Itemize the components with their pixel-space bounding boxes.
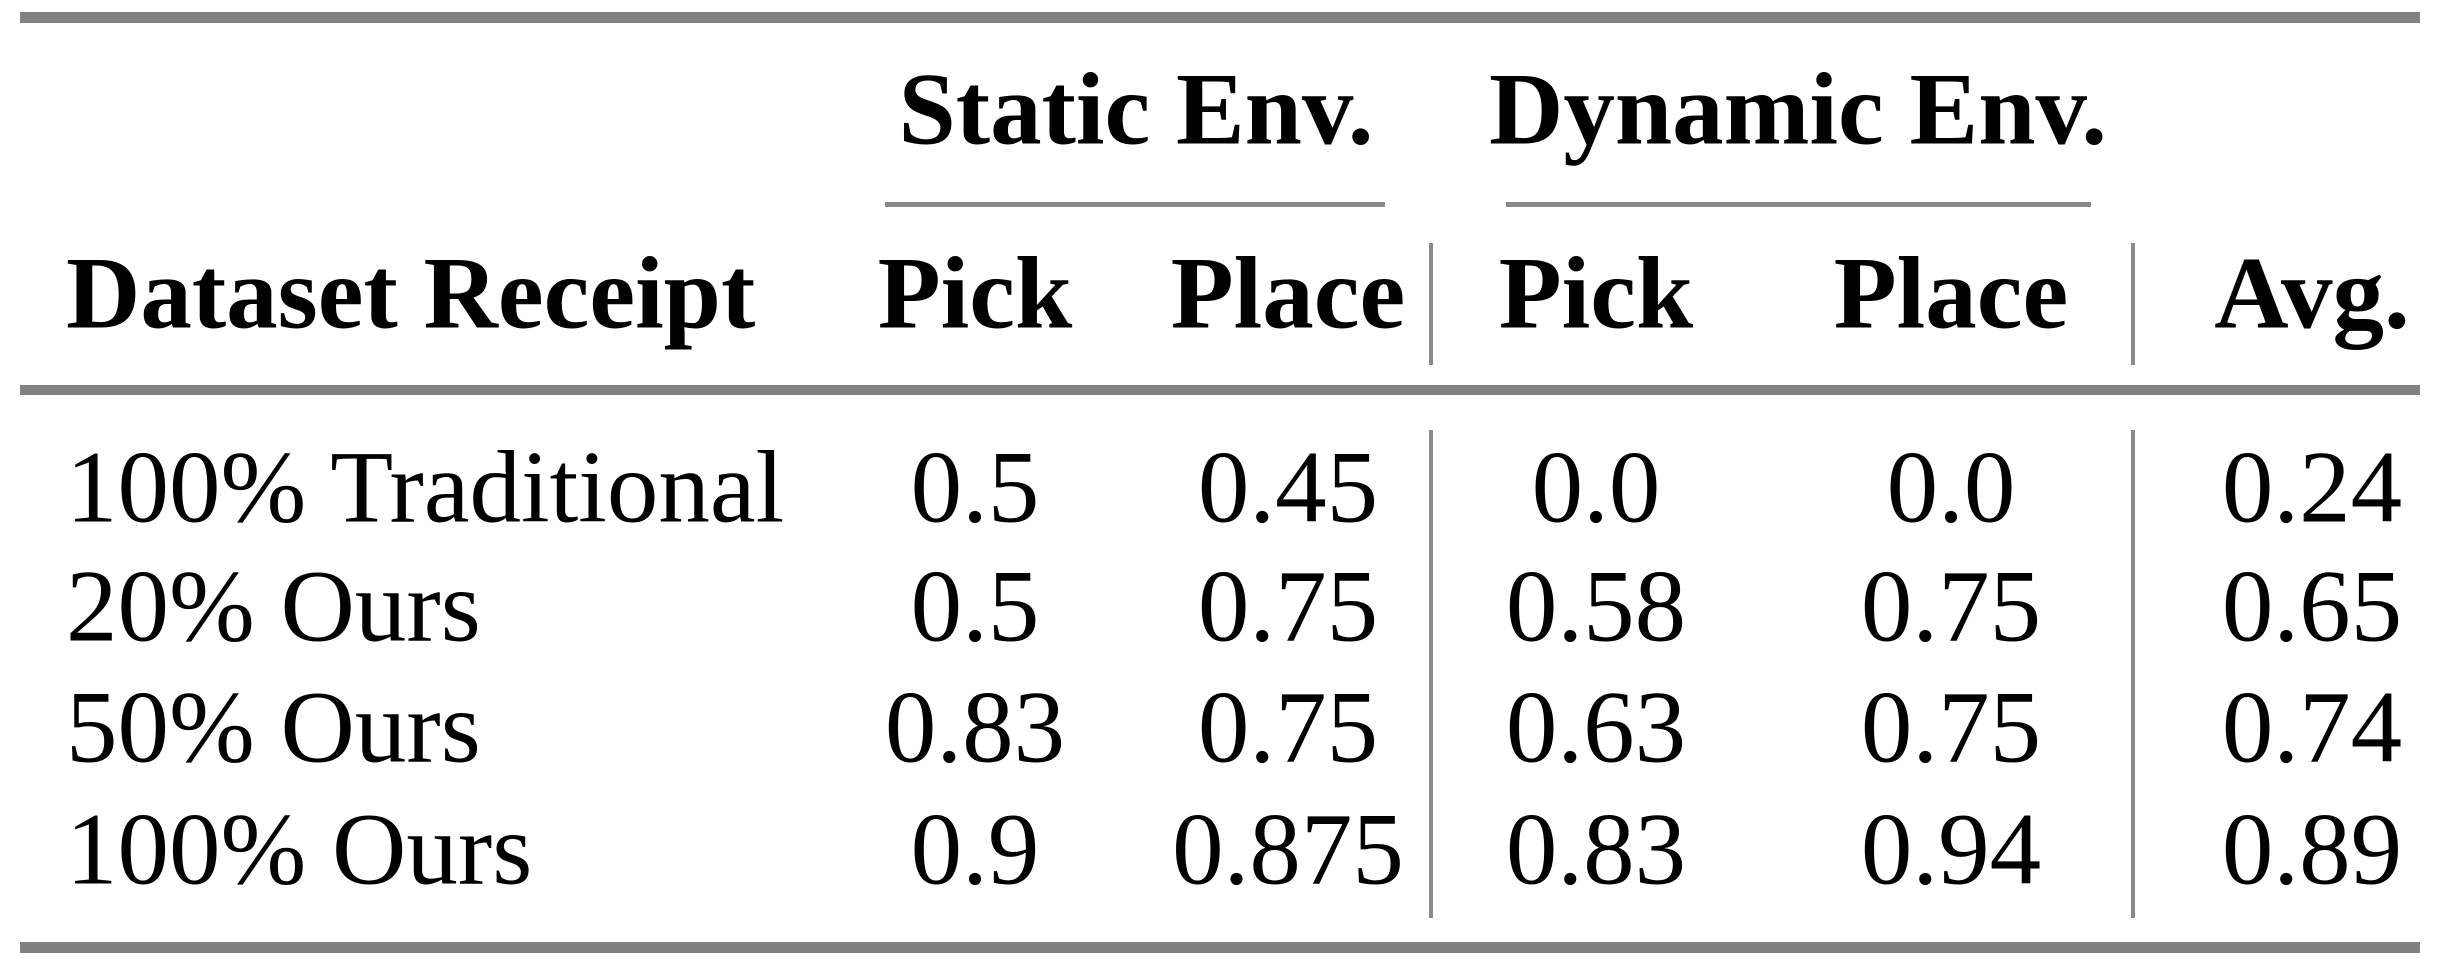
row-label-20-ours: 20% Ours — [66, 549, 481, 664]
cell-value: 0.74 — [2221, 670, 2403, 785]
cell-value: 0.75 — [1860, 670, 2042, 785]
column-header-static-place: Place — [1170, 236, 1406, 351]
cell-value: 0.45 — [1197, 430, 1379, 545]
column-header-static-pick: Pick — [877, 236, 1073, 351]
cell-value: 0.75 — [1197, 670, 1379, 785]
column-header-dynamic-place: Place — [1833, 236, 2069, 351]
column-header-dynamic-pick: Pick — [1498, 236, 1694, 351]
dynamic-env-cmidrule — [1506, 202, 2091, 207]
vertical-separator-1-body — [1429, 430, 1433, 918]
row-label-50-ours: 50% Ours — [66, 670, 481, 785]
group-header-static-env: Static Env. — [898, 52, 1374, 167]
row-label-100-ours: 100% Ours — [66, 792, 533, 907]
table-bottom-rule — [20, 942, 2420, 953]
column-header-dataset-receipt: Dataset Receipt — [66, 236, 756, 351]
static-env-cmidrule — [885, 202, 1385, 207]
cell-value: 0.83 — [884, 670, 1066, 785]
column-header-avg: Avg. — [2214, 236, 2410, 351]
row-label-100-traditional: 100% Traditional — [66, 430, 785, 545]
cell-value: 0.65 — [2221, 549, 2403, 664]
cell-value: 0.89 — [2221, 792, 2403, 907]
cell-value: 0.5 — [910, 549, 1040, 664]
vertical-separator-2-header — [2131, 243, 2135, 365]
cell-value: 0.94 — [1860, 792, 2042, 907]
vertical-separator-1-header — [1429, 243, 1433, 365]
cell-value: 0.9 — [910, 792, 1040, 907]
cell-value: 0.83 — [1505, 792, 1687, 907]
cell-value: 0.75 — [1860, 549, 2042, 664]
cell-value: 0.58 — [1505, 549, 1687, 664]
cell-value: 0.5 — [910, 430, 1040, 545]
table-top-rule — [20, 12, 2420, 23]
cell-value: 0.24 — [2221, 430, 2403, 545]
cell-value: 0.875 — [1172, 792, 1404, 907]
cell-value: 0.75 — [1197, 549, 1379, 664]
group-header-dynamic-env: Dynamic Env. — [1488, 52, 2108, 167]
cell-value: 0.0 — [1886, 430, 2016, 545]
cell-value: 0.63 — [1505, 670, 1687, 785]
cell-value: 0.0 — [1531, 430, 1661, 545]
vertical-separator-2-body — [2131, 430, 2135, 918]
table-mid-rule — [20, 385, 2420, 395]
